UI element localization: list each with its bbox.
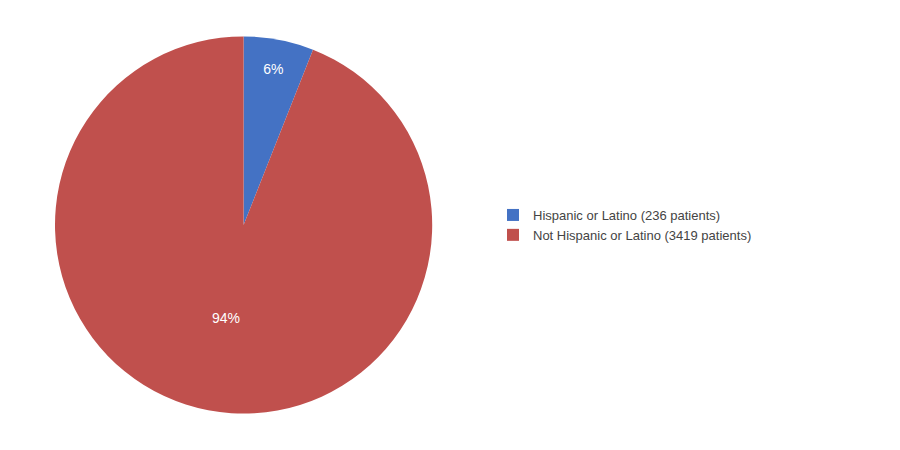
svg-text:6%: 6% xyxy=(263,61,283,77)
svg-text:Not Hispanic or Latino (3419 p: Not Hispanic or Latino (3419 patients) xyxy=(533,228,751,243)
svg-text:94%: 94% xyxy=(212,310,240,326)
svg-text:Hispanic or Latino (236 patien: Hispanic or Latino (236 patients) xyxy=(533,208,720,223)
